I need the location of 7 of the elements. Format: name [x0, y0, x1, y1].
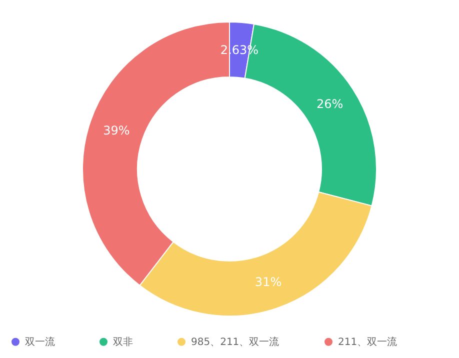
legend-label: 211、双一流 — [338, 336, 398, 348]
legend-label: 双非 — [113, 336, 133, 348]
data-label: 31% — [254, 275, 282, 290]
legend-label: 双一流 — [25, 336, 55, 348]
legend-label: 985、211、双一流 — [191, 336, 280, 348]
data-label: 26% — [316, 97, 344, 111]
data-label: 39% — [103, 123, 130, 138]
